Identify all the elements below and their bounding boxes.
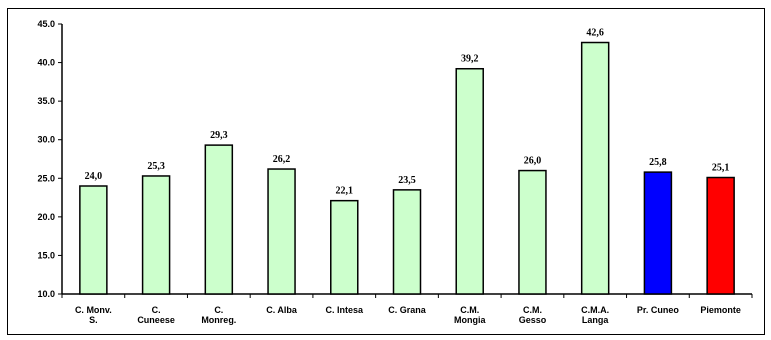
bar: [518, 169, 547, 295]
x-category-label: Gesso: [519, 315, 547, 325]
y-tick-label: 25.0: [37, 173, 55, 183]
x-category-label: C. Grana: [388, 305, 427, 315]
y-tick-label: 20.0: [37, 212, 55, 222]
data-label: 26,0: [524, 156, 542, 167]
x-category-label: Pr. Cuneo: [637, 305, 680, 315]
data-label: 25,3: [147, 161, 165, 172]
bar: [141, 175, 171, 295]
data-label: 25,8: [649, 157, 667, 168]
bar: [392, 189, 422, 295]
chart-frame: [7, 8, 765, 335]
x-category-label: C.M.A.: [581, 305, 609, 315]
x-category-label: C.: [214, 305, 223, 315]
bar: [267, 168, 296, 295]
data-label: 25,1: [712, 163, 730, 174]
bar: [580, 41, 610, 295]
data-label: 24,0: [85, 171, 103, 182]
bar: [204, 144, 234, 295]
x-category-label: Cuneese: [137, 315, 175, 325]
data-label: 22,1: [336, 186, 354, 197]
x-category-label: Mongia: [454, 315, 486, 325]
x-category-label: Piemonte: [700, 305, 741, 315]
bar: [455, 67, 484, 295]
x-category-label: S.: [89, 315, 98, 325]
x-category-label: C.M.: [523, 305, 542, 315]
x-category-label: C. Monv.: [75, 305, 112, 315]
x-category-label: Monreg.: [201, 315, 236, 325]
bar: [330, 199, 359, 295]
x-category-label: C.M.: [460, 305, 479, 315]
data-label: 42,6: [586, 28, 604, 39]
y-tick-label: 30.0: [37, 135, 55, 145]
bar: [643, 171, 673, 295]
y-tick-label: 35.0: [37, 96, 55, 106]
data-label: 29,3: [210, 130, 228, 141]
y-tick-label: 10.0: [37, 289, 55, 299]
data-label: 23,5: [398, 175, 416, 186]
bar: [706, 176, 735, 295]
data-label: 39,2: [461, 54, 479, 65]
data-label: 26,2: [273, 154, 291, 165]
y-tick-label: 45.0: [37, 19, 55, 29]
x-category-label: C. Intesa: [326, 305, 365, 315]
x-category-label: Langa: [582, 315, 609, 325]
x-category-label: C. Alba: [266, 305, 298, 315]
y-tick-label: 15.0: [37, 250, 55, 260]
bar: [79, 185, 108, 295]
y-tick-label: 40.0: [37, 58, 55, 68]
x-category-label: C.: [152, 305, 161, 315]
